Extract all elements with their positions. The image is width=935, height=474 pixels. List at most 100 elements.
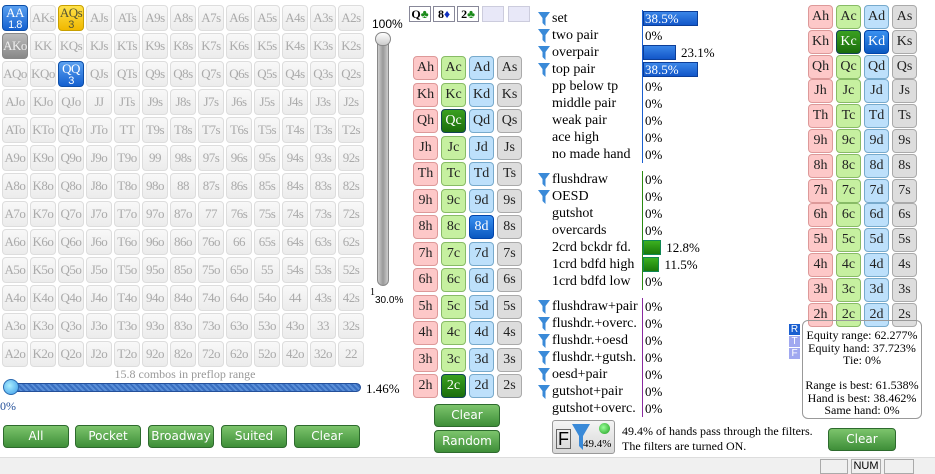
hand-cell-J2o[interactable]: J2o	[86, 341, 112, 367]
board-card-Qs[interactable]: Qs	[497, 109, 522, 133]
hand-cell-J6o[interactable]: J6o	[86, 229, 112, 255]
hand-cell-AJo[interactable]: AJo	[2, 89, 28, 115]
board-card-2s[interactable]: 2s	[497, 374, 522, 398]
hand-card-3s[interactable]: 3s	[892, 277, 917, 302]
hand-card-Kc[interactable]: Kc	[836, 29, 861, 54]
vertical-slider-track[interactable]	[377, 32, 389, 286]
stat-row-flushdr-gutsh-[interactable]: flushdr.+gutsh. 0%	[538, 349, 798, 366]
board-card-5s[interactable]: 5s	[497, 294, 522, 319]
hand-cell-AKo[interactable]: AKo	[2, 33, 28, 59]
hand-card-6h[interactable]: 6h	[808, 203, 833, 228]
board-card-9d[interactable]: 9d	[469, 188, 494, 213]
hand-cell-85s[interactable]: 85s	[254, 173, 280, 199]
board-card-Jd[interactable]: Jd	[469, 135, 494, 160]
hand-card-Js[interactable]: Js	[892, 79, 917, 104]
board-card-Tc[interactable]: Tc	[441, 162, 466, 186]
board-card-7s[interactable]: 7s	[497, 241, 522, 266]
hand-cell-Q3o[interactable]: Q3o	[58, 313, 84, 339]
hand-cell-93o[interactable]: 93o	[142, 313, 168, 339]
hand-cell-T7s[interactable]: T7s	[198, 117, 224, 143]
hand-cell-Q7s[interactable]: Q7s	[198, 61, 224, 87]
hand-card-Ks[interactable]: Ks	[892, 29, 917, 54]
stat-row-1crd-bdfd-low[interactable]: 1crd bdfd low 0%	[538, 273, 798, 290]
hand-cell-J6s[interactable]: J6s	[226, 89, 252, 115]
funnel-icon[interactable]	[538, 190, 550, 204]
hand-cell-KTs[interactable]: KTs	[114, 33, 140, 59]
hand-card-2c[interactable]: 2c	[836, 302, 861, 327]
hand-cell-97s[interactable]: 97s	[198, 145, 224, 171]
board-card-Js[interactable]: Js	[497, 135, 522, 160]
board-card-2h[interactable]: 2h	[413, 374, 438, 398]
hand-cell-J5o[interactable]: J5o	[86, 257, 112, 283]
board-card-7h[interactable]: 7h	[413, 241, 438, 266]
hand-cell-Q3s[interactable]: Q3s	[310, 61, 336, 87]
hand-cell-97o[interactable]: 97o	[142, 201, 168, 227]
hand-cell-K5s[interactable]: K5s	[254, 33, 280, 59]
hand-cell-K8o[interactable]: K8o	[30, 173, 56, 199]
hand-cell-Q5o[interactable]: Q5o	[58, 257, 84, 283]
board-card-Kd[interactable]: Kd	[469, 82, 494, 107]
vertical-slider-thumb[interactable]	[375, 32, 391, 46]
hand-cell-T6s[interactable]: T6s	[226, 117, 252, 143]
stat-row-flushdraw-pair[interactable]: flushdraw+pair 0%	[538, 298, 798, 315]
hand-card-6d[interactable]: 6d	[864, 203, 889, 228]
hand-cell-KK[interactable]: KK	[30, 33, 56, 59]
equity-tag-f[interactable]: F	[789, 348, 800, 359]
hand-cell-K7o[interactable]: K7o	[30, 201, 56, 227]
hand-cell-75s[interactable]: 75s	[254, 201, 280, 227]
hand-card-3d[interactable]: 3d	[864, 277, 889, 302]
funnel-icon[interactable]	[538, 317, 550, 331]
hand-cell-K9o[interactable]: K9o	[30, 145, 56, 171]
hand-cell-94o[interactable]: 94o	[142, 285, 168, 311]
hand-card-Tc[interactable]: Tc	[836, 104, 861, 129]
hand-cell-A7s[interactable]: A7s	[198, 5, 224, 31]
board-card-4d[interactable]: 4d	[469, 321, 494, 345]
hand-cell-K9s[interactable]: K9s	[142, 33, 168, 59]
hand-cell-88[interactable]: 88	[170, 173, 196, 199]
hand-cell-K5o[interactable]: K5o	[30, 257, 56, 283]
hand-cell-T3o[interactable]: T3o	[114, 313, 140, 339]
board-card-Jc[interactable]: Jc	[441, 135, 466, 160]
board-card-Td[interactable]: Td	[469, 162, 494, 186]
board-card-Ad[interactable]: Ad	[469, 56, 494, 80]
hand-cell-66[interactable]: 66	[226, 229, 252, 255]
board-card-5d[interactable]: 5d	[469, 294, 494, 319]
hand-cell-87s[interactable]: 87s	[198, 173, 224, 199]
random-button[interactable]: Random	[434, 430, 500, 453]
board-card-9s[interactable]: 9s	[497, 188, 522, 213]
hand-cell-92o[interactable]: 92o	[142, 341, 168, 367]
board-card-7d[interactable]: 7d	[469, 241, 494, 266]
hand-cell-A3s[interactable]: A3s	[310, 5, 336, 31]
stat-row-gutshot-overc-[interactable]: gutshot+overc. 0%	[538, 400, 798, 417]
board-card-6d[interactable]: 6d	[469, 268, 494, 292]
stat-row-flushdraw[interactable]: flushdraw 0%	[538, 171, 798, 188]
hand-cell-Q2o[interactable]: Q2o	[58, 341, 84, 367]
board-card-Th[interactable]: Th	[413, 162, 438, 186]
hand-card-7c[interactable]: 7c	[836, 178, 861, 203]
hand-cell-KQs[interactable]: KQs	[58, 33, 84, 59]
hand-card-7s[interactable]: 7s	[892, 178, 917, 203]
stat-row-overcards[interactable]: overcards 0%	[538, 222, 798, 239]
hand-cell-42s[interactable]: 42s	[338, 285, 364, 311]
hand-cell-A6s[interactable]: A6s	[226, 5, 252, 31]
hand-cell-A4s[interactable]: A4s	[282, 5, 308, 31]
range-button-all[interactable]: All	[3, 425, 69, 448]
board-card-4s[interactable]: 4s	[497, 321, 522, 345]
funnel-icon[interactable]	[538, 46, 550, 60]
board-card-7c[interactable]: 7c	[441, 241, 466, 266]
hand-cell-AQs[interactable]: AQs 3	[58, 5, 84, 31]
board-card-Jh[interactable]: Jh	[413, 135, 438, 160]
hand-card-5c[interactable]: 5c	[836, 228, 861, 253]
hand-card-7d[interactable]: 7d	[864, 178, 889, 203]
hand-card-2s[interactable]: 2s	[892, 302, 917, 327]
hand-cell-53o[interactable]: 53o	[254, 313, 280, 339]
hand-cell-A7o[interactable]: A7o	[2, 201, 28, 227]
board-card-Qc[interactable]: Qc	[441, 109, 466, 133]
hand-cell-T9o[interactable]: T9o	[114, 145, 140, 171]
hand-cell-QTo[interactable]: QTo	[58, 117, 84, 143]
hand-cell-A6o[interactable]: A6o	[2, 229, 28, 255]
hand-cell-TT[interactable]: TT	[114, 117, 140, 143]
board-card[interactable]: 8♦	[433, 6, 455, 22]
hand-card-5d[interactable]: 5d	[864, 228, 889, 253]
range-button-pocket[interactable]: Pocket	[75, 425, 141, 448]
